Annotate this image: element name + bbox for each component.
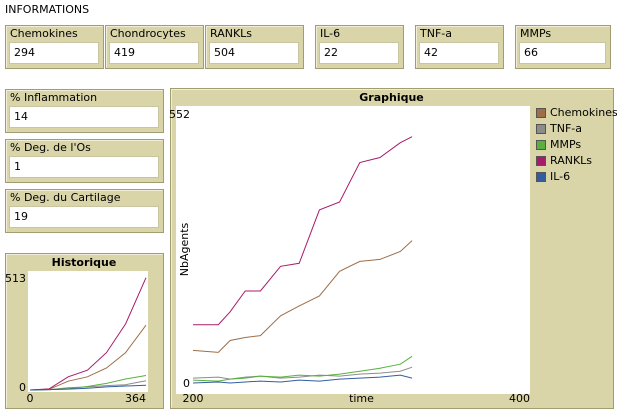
panel-highlight (171, 89, 613, 408)
legend-swatch (536, 156, 546, 166)
header-title: INFORMATIONS (5, 3, 89, 16)
monitor-label: MMPs (520, 27, 551, 40)
legend-swatch (536, 172, 546, 182)
monitor-field (9, 206, 159, 228)
data-line (29, 277, 147, 391)
legend-swatch (536, 124, 546, 134)
legend-label: IL-6 (550, 170, 570, 183)
monitor-value: 22 (324, 46, 338, 59)
x-tick-label: 0 (27, 392, 34, 405)
x-axis-label: time (349, 392, 374, 405)
panel-highlight (206, 26, 303, 68)
y-tick-label: 0 (19, 381, 26, 394)
legend-label: MMPs (550, 138, 581, 151)
panel-highlight (6, 140, 163, 182)
monitor-value: 42 (424, 46, 438, 59)
y-tick-label: 0 (183, 377, 190, 390)
data-line (192, 240, 413, 353)
monitor-field (319, 42, 399, 64)
monitor-label: % Deg. du Cartilage (10, 191, 121, 204)
legend-label: TNF-a (549, 122, 582, 135)
monitor-value: 66 (524, 46, 538, 59)
monitor-value: 504 (214, 46, 235, 59)
panel-highlight (6, 254, 163, 408)
data-line (193, 136, 413, 326)
monitor-field (109, 42, 199, 64)
legend-label: RANKLs (550, 154, 592, 167)
plot-title: Historique (52, 256, 117, 269)
monitor-field (9, 156, 159, 178)
y-tick-label: 552 (169, 108, 190, 121)
data-line (29, 384, 147, 391)
x-tick-label: 364 (125, 392, 146, 405)
monitor-field (9, 106, 159, 128)
plot-area (176, 106, 530, 394)
monitor-field (209, 42, 299, 64)
panel-highlight (516, 26, 610, 68)
monitor-value: 14 (14, 110, 28, 123)
monitor-field (9, 42, 99, 64)
y-axis-label: NbAgents (178, 222, 191, 276)
panel-highlight (106, 26, 203, 68)
monitor-label: % Deg. de l'Os (10, 141, 91, 154)
panel-highlight (6, 26, 103, 68)
monitor-label: IL-6 (320, 27, 340, 40)
monitor-value: 1 (14, 160, 21, 173)
monitor-value: 419 (114, 46, 135, 59)
monitor-label: RANKLs (210, 27, 252, 40)
data-line (192, 374, 413, 384)
panel-highlight (316, 26, 403, 68)
plot-area (28, 271, 148, 392)
panel-highlight (416, 26, 503, 68)
panel-highlight (6, 190, 163, 232)
y-tick-label: 513 (5, 272, 26, 285)
monitor-value: 19 (14, 210, 28, 223)
legend-label: Chemokines (550, 106, 617, 119)
monitor-field (519, 42, 606, 64)
plot-title: Graphique (359, 91, 424, 104)
x-tick-label: 400 (509, 392, 530, 405)
monitor-label: % Inflammation (10, 91, 97, 104)
data-line (192, 355, 413, 382)
monitor-field (419, 42, 499, 64)
legend-swatch (536, 108, 546, 118)
panel-highlight (6, 90, 163, 132)
monitor-value: 294 (14, 46, 35, 59)
legend-swatch (536, 140, 546, 150)
x-tick-label: 200 (183, 392, 204, 405)
monitor-label: Chondrocytes (110, 27, 186, 40)
monitor-label: TNF-a (419, 27, 452, 40)
monitor-label: Chemokines (10, 27, 78, 40)
